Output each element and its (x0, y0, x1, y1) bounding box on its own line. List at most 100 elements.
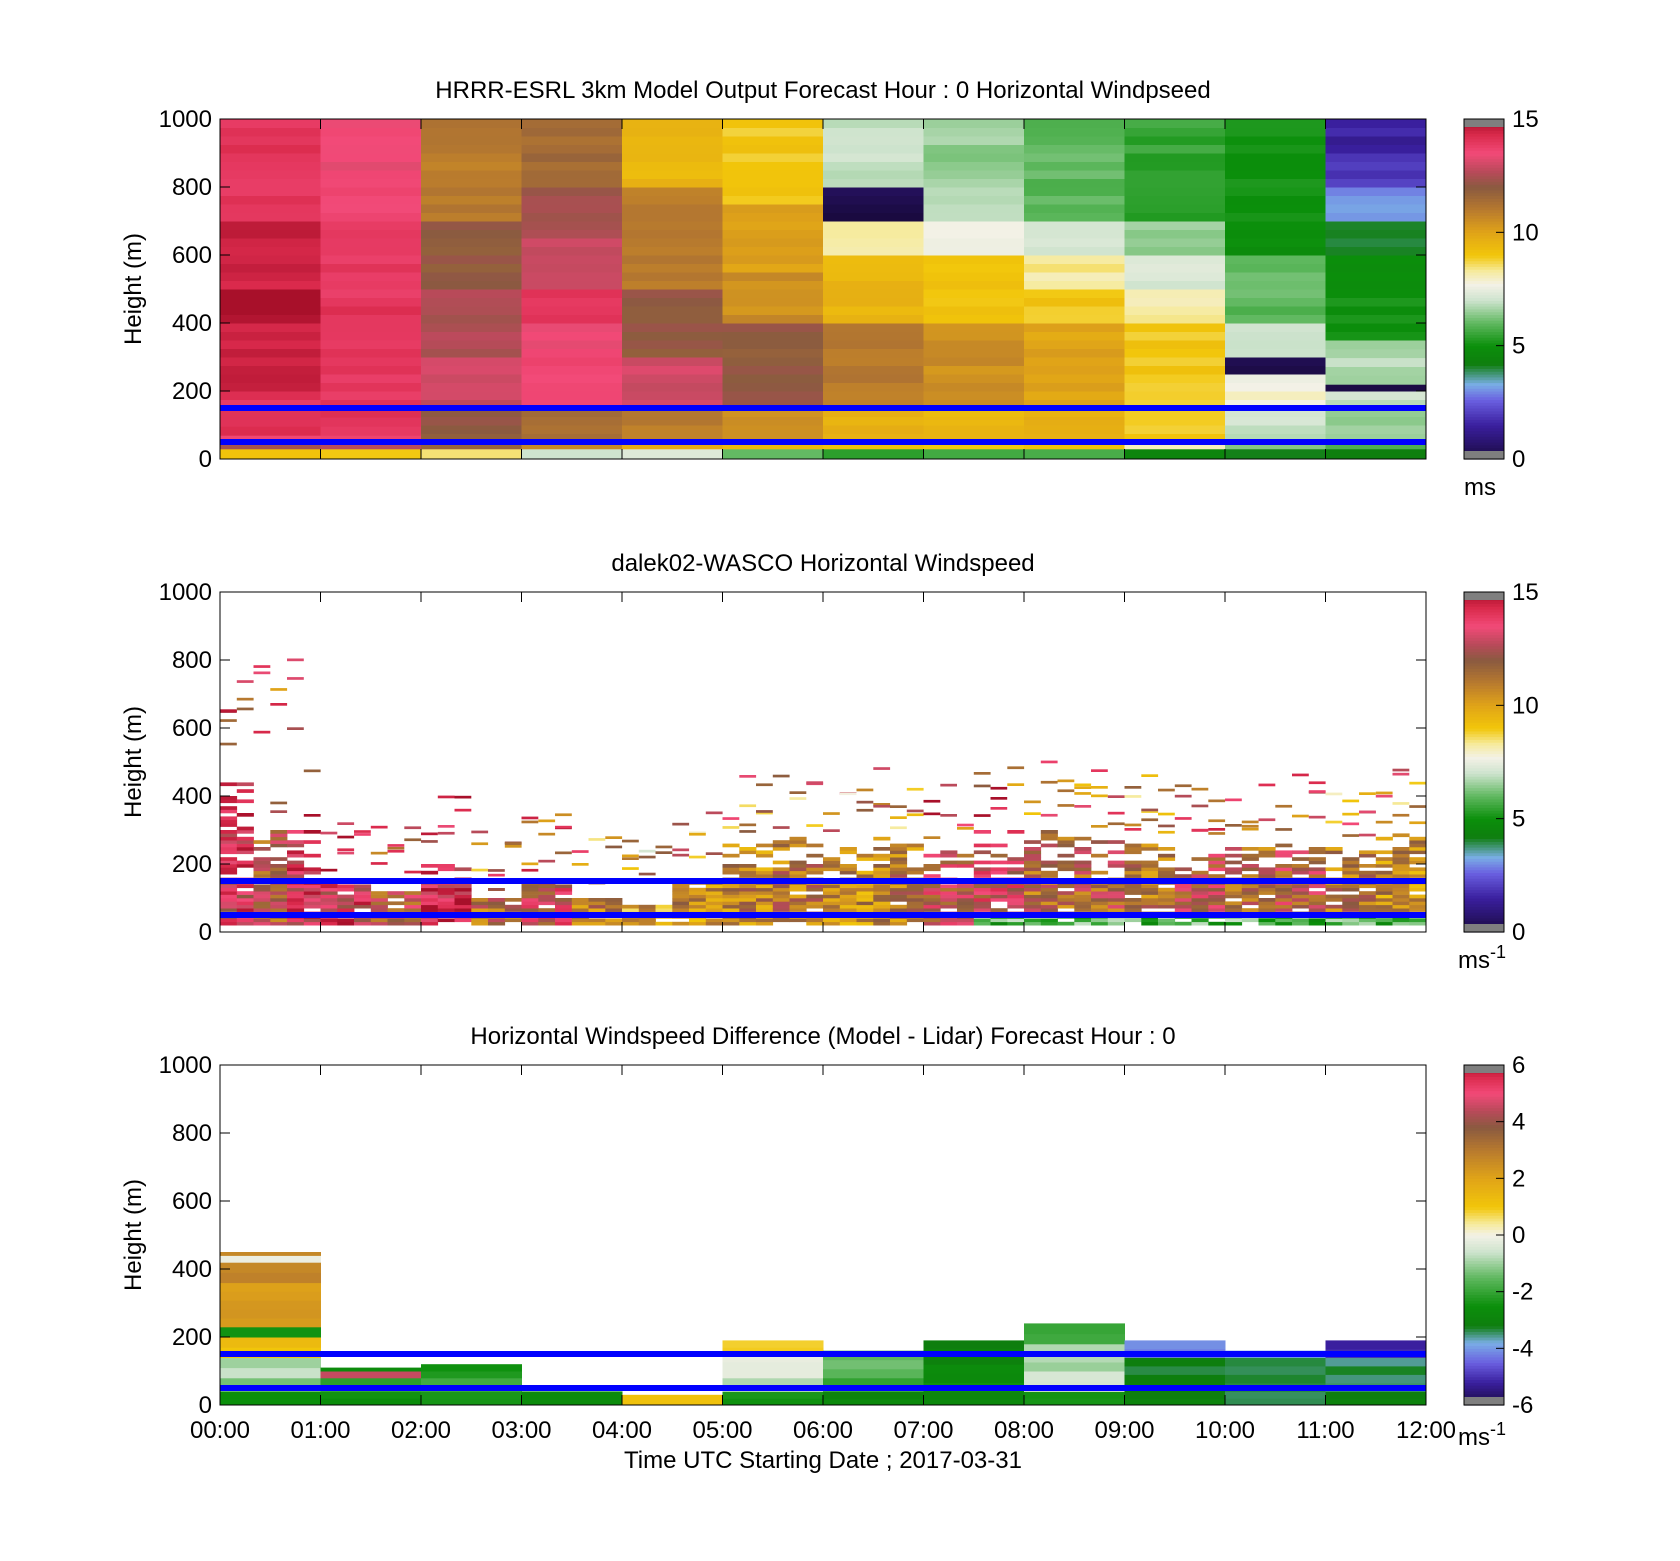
gate-21-2-160 (1258, 874, 1276, 878)
cell-5-3-5 (722, 357, 824, 366)
gate-0-0-260 (220, 840, 238, 844)
gate-12-0-160 (772, 874, 790, 878)
gate-12-1-60 (789, 908, 807, 912)
gate-5-2-130 (454, 884, 472, 889)
return-4-0-1 (370, 851, 388, 855)
gate-19-0-130 (1124, 884, 1142, 889)
return-5-0-1 (421, 832, 438, 836)
colorbar-step (1464, 447, 1504, 452)
cell-3-6-2 (521, 212, 623, 222)
cell-5-5-5 (722, 221, 824, 230)
colorbar-step (1464, 1334, 1504, 1338)
gate-5-2-90 (454, 898, 472, 902)
gate-0-1-340 (236, 813, 254, 817)
return-11-2-1 (756, 810, 773, 813)
gate-1-0-170 (253, 870, 271, 875)
gate-1-0-180 (253, 867, 271, 872)
colorbar-step (1464, 172, 1504, 177)
gate-19-1-70 (1141, 904, 1159, 909)
gate-5-0-70 (421, 904, 439, 909)
gate-17-0-230 (1024, 850, 1042, 855)
gate-14-0-240 (873, 847, 891, 851)
cell-5-3-0 (722, 399, 824, 409)
cell-8-3-9 (1024, 323, 1125, 332)
gate-4-1-110 (387, 891, 405, 895)
gate-15-0-90 (923, 898, 941, 902)
colorbar-tick-label: 0 (1512, 446, 1525, 473)
gate-18-0-90 (1074, 898, 1092, 902)
colorbar-step (1464, 753, 1504, 757)
gate-22-0-70 (1275, 904, 1293, 909)
colorbar-step (1464, 682, 1504, 687)
colorbar-step (1464, 1212, 1504, 1216)
return-6-2-2 (504, 842, 522, 845)
colorbar-step (1464, 665, 1504, 670)
cell-6-3-0 (823, 399, 924, 409)
gate-3-2-80 (354, 901, 372, 906)
cell-6-7-1 (823, 170, 924, 179)
colorbar-step (1464, 206, 1504, 211)
gate-23-1-90 (1342, 898, 1360, 902)
colorbar-tick-label: 6 (1512, 1052, 1525, 1079)
cell-11-3-0 (1325, 399, 1426, 409)
gate-21-0-200 (1225, 860, 1243, 865)
cell-3-0-0 (521, 1398, 623, 1405)
cell-8-5-2 (1024, 263, 1125, 273)
gate-15-2-60 (957, 908, 975, 912)
gate-15-1-20 (940, 921, 958, 926)
gate-23-2-190 (1359, 864, 1377, 868)
gate-10-2-110 (705, 891, 723, 895)
cell-2-0-1 (421, 1391, 522, 1399)
colorbar-step (1464, 325, 1504, 330)
gate-23-0-240 (1325, 847, 1343, 851)
gate-19-1-250 (1141, 843, 1159, 848)
colorbar-step (1464, 1303, 1504, 1307)
gate-13-0-80 (823, 901, 841, 906)
gate-14-1-210 (890, 857, 908, 861)
cell-5-3-2 (722, 382, 824, 392)
gate-13-1-90 (839, 898, 857, 902)
gate-15-2-190 (957, 864, 975, 868)
colorbar-step (1464, 1308, 1504, 1313)
colorbar-cap-top (1464, 1065, 1504, 1073)
gate-24-0-130 (1375, 884, 1393, 889)
return-19-0-1 (1124, 795, 1142, 798)
gate-18-1-100 (1091, 894, 1109, 899)
colorbar-step (1464, 606, 1504, 610)
gate-0-0-290 (220, 830, 238, 834)
return-22-0-1 (1275, 828, 1293, 831)
gate-6-2-70 (504, 904, 522, 909)
gate-11-2-180 (756, 867, 774, 872)
gate-3-2-100 (354, 894, 372, 899)
colorbar-step (1464, 433, 1504, 437)
gate-22-2-200 (1308, 860, 1326, 865)
cell-0-1-0 (220, 442, 321, 450)
cell-0-0-0 (220, 448, 321, 459)
gate-20-0-80 (1174, 901, 1192, 906)
cell-6-3-3 (823, 374, 924, 383)
gate-16-2-80 (1007, 901, 1025, 906)
cell-6-6-1 (823, 204, 924, 213)
colorbar-step (1464, 311, 1504, 316)
cell-7-7-3 (923, 153, 1025, 162)
return-7-1-0 (538, 859, 556, 863)
colorbar-tick-label: 5 (1512, 333, 1525, 360)
cell-10-3-2 (1225, 382, 1326, 392)
colorbar-step (1464, 1393, 1504, 1398)
cell-4-6-3 (622, 153, 723, 162)
gate-0-0-20 (220, 921, 238, 926)
cell-1-5-8 (320, 280, 422, 290)
cell-2-6-8 (421, 144, 522, 154)
gate-4-0-100 (370, 894, 388, 899)
cell-10-2-3 (1225, 408, 1326, 417)
gate-20-0-70 (1174, 904, 1192, 909)
cell-2-2-1 (421, 425, 522, 434)
return-6-0-0 (471, 830, 489, 834)
colorbar-step (1464, 1297, 1504, 1301)
cell-10-7-4 (1225, 212, 1326, 222)
gate-3-1-120 (337, 887, 355, 892)
gate-23-1-130 (1342, 884, 1360, 889)
colorbar-step (1464, 818, 1504, 823)
gate-24-0-90 (1375, 898, 1393, 902)
